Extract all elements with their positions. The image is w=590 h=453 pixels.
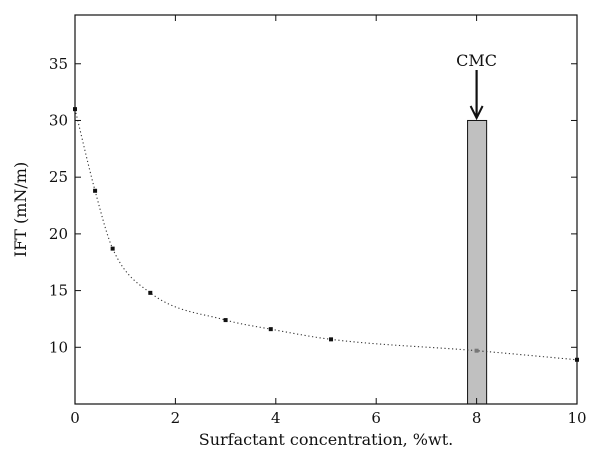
x-tick-label: 2 bbox=[171, 409, 181, 427]
x-tick-label: 6 bbox=[371, 409, 381, 427]
y-tick-label: 15 bbox=[49, 282, 68, 300]
cmc-label: CMC bbox=[456, 51, 497, 70]
y-tick-label: 20 bbox=[49, 225, 68, 243]
y-tick-label: 10 bbox=[49, 338, 68, 356]
plot-frame bbox=[74, 14, 578, 405]
data-point bbox=[474, 348, 479, 353]
data-point bbox=[110, 246, 115, 251]
x-tick-label: 10 bbox=[567, 409, 586, 427]
x-axis-label: Surfactant concentration, %wt. bbox=[199, 430, 453, 449]
y-tick-label: 35 bbox=[49, 55, 68, 73]
data-point bbox=[329, 337, 334, 342]
x-tick-label: 4 bbox=[271, 409, 281, 427]
cmc-band bbox=[467, 119, 488, 405]
y-tick-label: 30 bbox=[49, 111, 68, 129]
cmc-arrow-head bbox=[469, 105, 484, 121]
plot-area: 0 2 4 6 8 10 10 15 20 25 30 35 Surfactant concentrat… bbox=[11, 14, 587, 449]
y-tick-label: 25 bbox=[49, 168, 68, 186]
x-tick-label: 0 bbox=[70, 409, 80, 427]
data-point bbox=[223, 318, 228, 323]
x-tick-label: 8 bbox=[472, 409, 482, 427]
fit-curve bbox=[74, 108, 578, 361]
data-point bbox=[268, 327, 273, 332]
y-axis-label: IFT (mN/m) bbox=[11, 162, 30, 257]
data-point bbox=[93, 188, 98, 193]
data-point bbox=[148, 290, 153, 295]
